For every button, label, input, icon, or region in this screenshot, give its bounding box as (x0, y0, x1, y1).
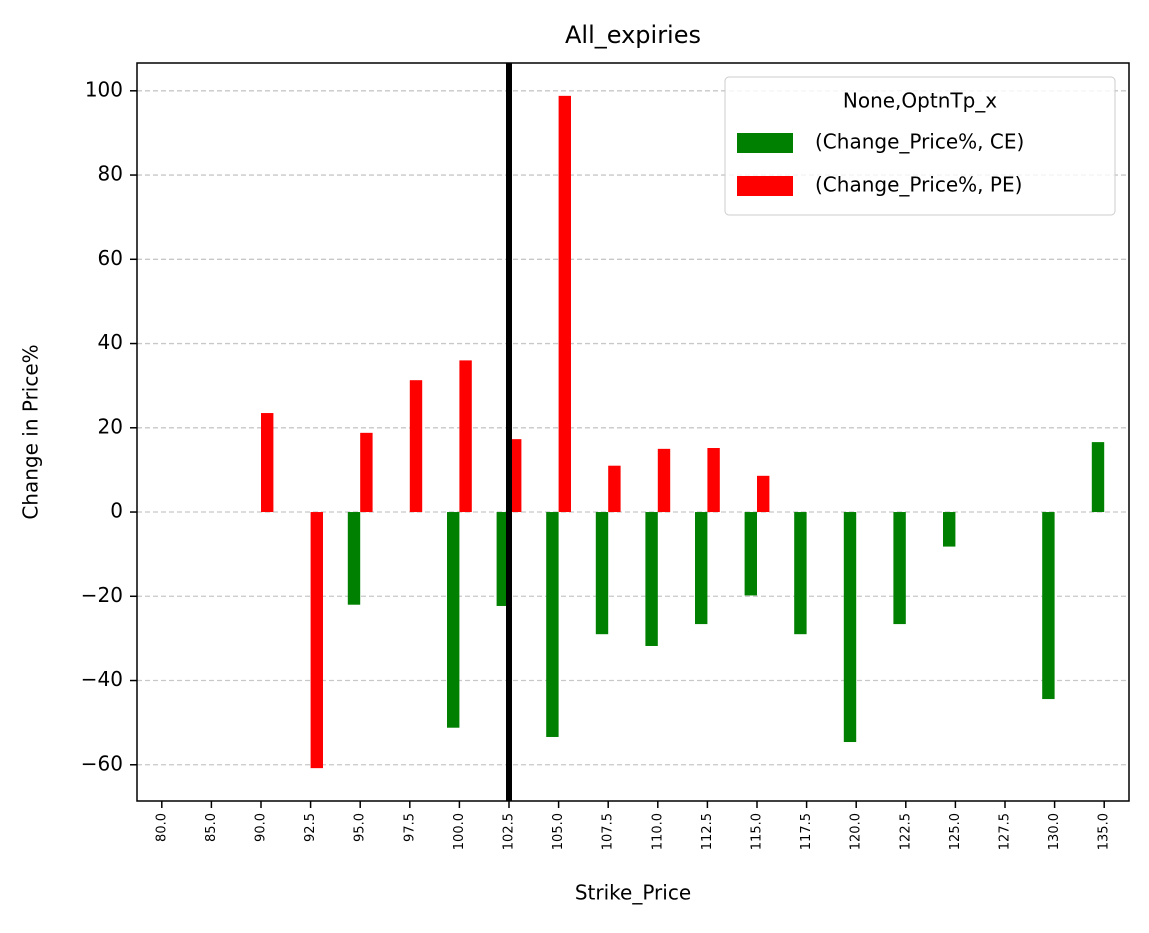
bar (447, 512, 460, 728)
bar (1091, 442, 1105, 513)
y-tick-label: 60 (98, 246, 123, 270)
x-tick-label: 80.0 (154, 813, 169, 842)
x-tick-label: 105.0 (551, 813, 566, 850)
y-tick-label: −40 (81, 667, 123, 691)
x-tick-label: 112.5 (700, 813, 715, 850)
x-tick-label: 95.0 (353, 813, 368, 842)
bar (310, 512, 323, 769)
y-tick-label: 40 (98, 330, 123, 354)
x-tick-label: 97.5 (402, 813, 417, 842)
bar (757, 475, 770, 513)
bar (707, 448, 720, 513)
x-tick-label: 102.5 (502, 813, 517, 850)
legend-title: None,OptnTp_x (843, 89, 997, 113)
bar (595, 512, 609, 635)
y-tick-label: −20 (81, 583, 123, 607)
legend-swatch (737, 133, 793, 153)
y-tick-label: 0 (110, 499, 123, 523)
legend-label: (Change_Price%, CE) (815, 130, 1024, 154)
x-tick-label: 115.0 (750, 813, 765, 850)
x-axis-label: Strike_Price (575, 881, 691, 905)
legend-label: (Change_Price%, PE) (815, 173, 1022, 197)
y-tick-label: 80 (98, 162, 123, 186)
bar (645, 512, 658, 646)
bar (347, 512, 361, 605)
bar (657, 448, 671, 513)
bar (943, 512, 956, 547)
x-tick-label: 122.5 (898, 813, 913, 850)
y-axis-label: Change in Price% (19, 344, 43, 519)
bar (360, 432, 373, 513)
x-tick-label: 100.0 (452, 813, 467, 850)
x-tick-label: 85.0 (204, 813, 219, 842)
x-tick-label: 125.0 (948, 813, 963, 850)
x-tick-label: 135.0 (1097, 813, 1112, 850)
bar (893, 512, 906, 625)
y-tick-label: 100 (85, 77, 123, 101)
bar (695, 512, 708, 625)
x-tick-label: 120.0 (849, 813, 864, 850)
x-tick-label: 130.0 (1047, 813, 1062, 850)
bar (409, 380, 423, 513)
bar (496, 512, 509, 606)
x-tick-label: 127.5 (998, 813, 1013, 850)
x-tick-label: 107.5 (601, 813, 616, 850)
bar (1042, 512, 1055, 700)
bar (843, 512, 857, 743)
bar (546, 512, 559, 737)
chart-title: All_expiries (565, 21, 701, 49)
bar (744, 512, 757, 596)
x-tick-label: 117.5 (799, 813, 814, 850)
plot-frame (136, 62, 1130, 802)
x-tick-label: 110.0 (650, 813, 665, 850)
legend-swatch (737, 176, 793, 196)
legend-box (724, 76, 1116, 216)
bar (459, 360, 472, 513)
bar (261, 413, 274, 513)
bar (794, 512, 807, 635)
bar (509, 439, 522, 513)
bar (558, 95, 571, 513)
y-tick-label: −60 (81, 751, 123, 775)
x-tick-label: 90.0 (254, 813, 269, 842)
x-tick-label: 92.5 (303, 813, 318, 842)
y-tick-label: 20 (98, 414, 123, 438)
bar (608, 465, 621, 513)
